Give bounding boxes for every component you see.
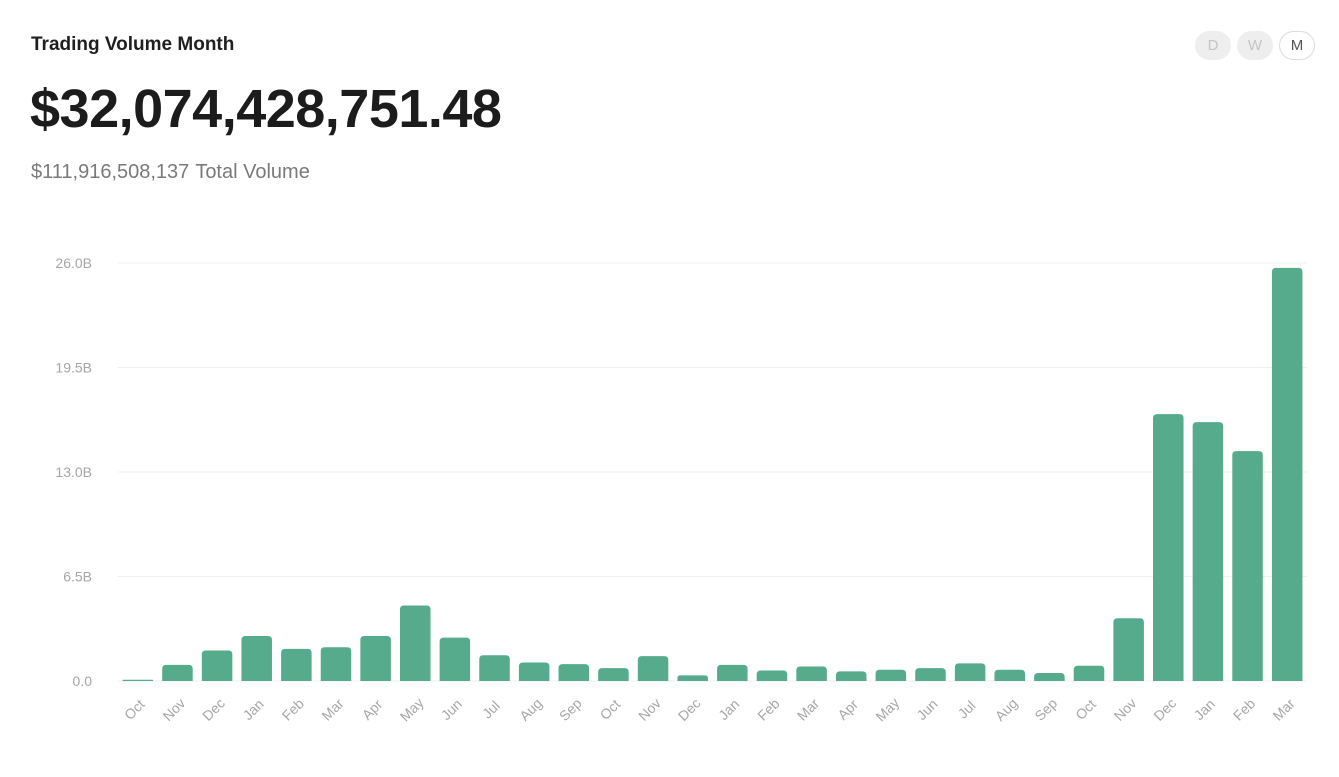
bar-jan-15 bbox=[717, 664, 748, 681]
x-tick-label: Apr bbox=[359, 696, 386, 723]
x-tick-label: Feb bbox=[1230, 695, 1259, 724]
y-tick-label: 19.5B bbox=[55, 360, 92, 376]
x-tick-label: May bbox=[397, 694, 427, 724]
x-tick-label: Jul bbox=[955, 697, 979, 721]
x-tick-label: Dec bbox=[199, 695, 228, 724]
bar-mar-29 bbox=[1271, 267, 1303, 681]
bar-mar-5 bbox=[320, 647, 352, 681]
y-tick-label: 0.0 bbox=[73, 673, 93, 689]
x-tick-label: Jan bbox=[1191, 696, 1218, 723]
x-tick-label: Mar bbox=[318, 695, 347, 724]
x-tick-label: Oct bbox=[121, 696, 148, 723]
bar-jan-27 bbox=[1192, 422, 1224, 681]
bar-oct-0 bbox=[122, 679, 154, 681]
bar-sep-11 bbox=[558, 664, 590, 681]
bar-mar-17 bbox=[796, 666, 827, 681]
x-tick-label: Jun bbox=[913, 696, 940, 723]
bar-jun-8 bbox=[439, 637, 471, 681]
x-tick-label: May bbox=[872, 694, 902, 724]
bar-feb-4 bbox=[281, 648, 312, 681]
total-volume-amount: $111,916,508,137 bbox=[31, 161, 190, 183]
x-tick-label: Nov bbox=[159, 695, 188, 724]
current-volume-value: $32,074,428,751.48 bbox=[30, 79, 502, 139]
x-tick-label: Aug bbox=[992, 695, 1021, 724]
x-tick-label: Dec bbox=[1150, 695, 1179, 724]
bar-jun-20 bbox=[915, 668, 946, 681]
x-tick-label: Jul bbox=[479, 697, 503, 721]
toggle-day-button[interactable]: D bbox=[1195, 31, 1231, 60]
bar-jul-9 bbox=[479, 655, 510, 681]
toggle-month-button[interactable]: M bbox=[1279, 31, 1315, 60]
x-tick-label: Dec bbox=[675, 695, 704, 724]
bar-nov-13 bbox=[637, 656, 669, 681]
x-tick-label: Mar bbox=[794, 695, 823, 724]
bar-oct-24 bbox=[1073, 665, 1105, 681]
bar-jan-3 bbox=[241, 635, 272, 681]
bar-aug-10 bbox=[518, 662, 550, 681]
x-tick-label: Sep bbox=[1031, 695, 1060, 724]
bar-dec-2 bbox=[201, 650, 233, 681]
bar-apr-18 bbox=[835, 671, 867, 681]
bar-nov-1 bbox=[162, 664, 193, 681]
x-tick-label: Mar bbox=[1269, 695, 1298, 724]
bar-nov-25 bbox=[1113, 618, 1144, 681]
x-tick-label: Jun bbox=[438, 696, 465, 723]
x-tick-label: Aug bbox=[516, 695, 545, 724]
x-tick-label: Nov bbox=[1111, 695, 1140, 724]
bar-feb-16 bbox=[756, 670, 788, 681]
total-volume-label: Total Volume bbox=[195, 161, 310, 183]
bar-dec-14 bbox=[677, 675, 708, 681]
bar-aug-22 bbox=[994, 669, 1026, 681]
bar-jul-21 bbox=[954, 663, 986, 681]
bar-feb-28 bbox=[1232, 451, 1263, 681]
timeframe-toggle-group: D W M bbox=[1195, 31, 1315, 60]
x-tick-label: Oct bbox=[597, 696, 624, 723]
total-volume-line: $111,916,508,137 Total Volume bbox=[31, 161, 310, 184]
x-tick-label: Sep bbox=[556, 695, 585, 724]
x-tick-label: Jan bbox=[715, 696, 742, 723]
bar-sep-23 bbox=[1034, 672, 1065, 681]
x-tick-label: Jan bbox=[240, 696, 267, 723]
x-tick-label: Nov bbox=[635, 695, 664, 724]
bar-may-19 bbox=[875, 669, 907, 681]
y-tick-label: 13.0B bbox=[55, 464, 92, 480]
y-tick-label: 6.5B bbox=[63, 569, 92, 585]
x-tick-label: Feb bbox=[279, 695, 308, 724]
bar-may-7 bbox=[399, 605, 431, 681]
toggle-week-button[interactable]: W bbox=[1237, 31, 1273, 60]
x-tick-label: Apr bbox=[834, 696, 861, 723]
x-tick-label: Oct bbox=[1072, 696, 1099, 723]
bar-apr-6 bbox=[360, 635, 391, 681]
x-tick-label: Feb bbox=[754, 695, 783, 724]
y-tick-label: 26.0B bbox=[55, 255, 92, 271]
chart-title: Trading Volume Month bbox=[31, 34, 235, 55]
bar-dec-26 bbox=[1153, 414, 1184, 681]
bar-oct-12 bbox=[598, 668, 629, 681]
volume-bar-chart: 0.0 6.5B 13.0B 19.5B 26.0B Oct Nov Dec Jan Feb Mar… bbox=[55, 255, 1307, 724]
